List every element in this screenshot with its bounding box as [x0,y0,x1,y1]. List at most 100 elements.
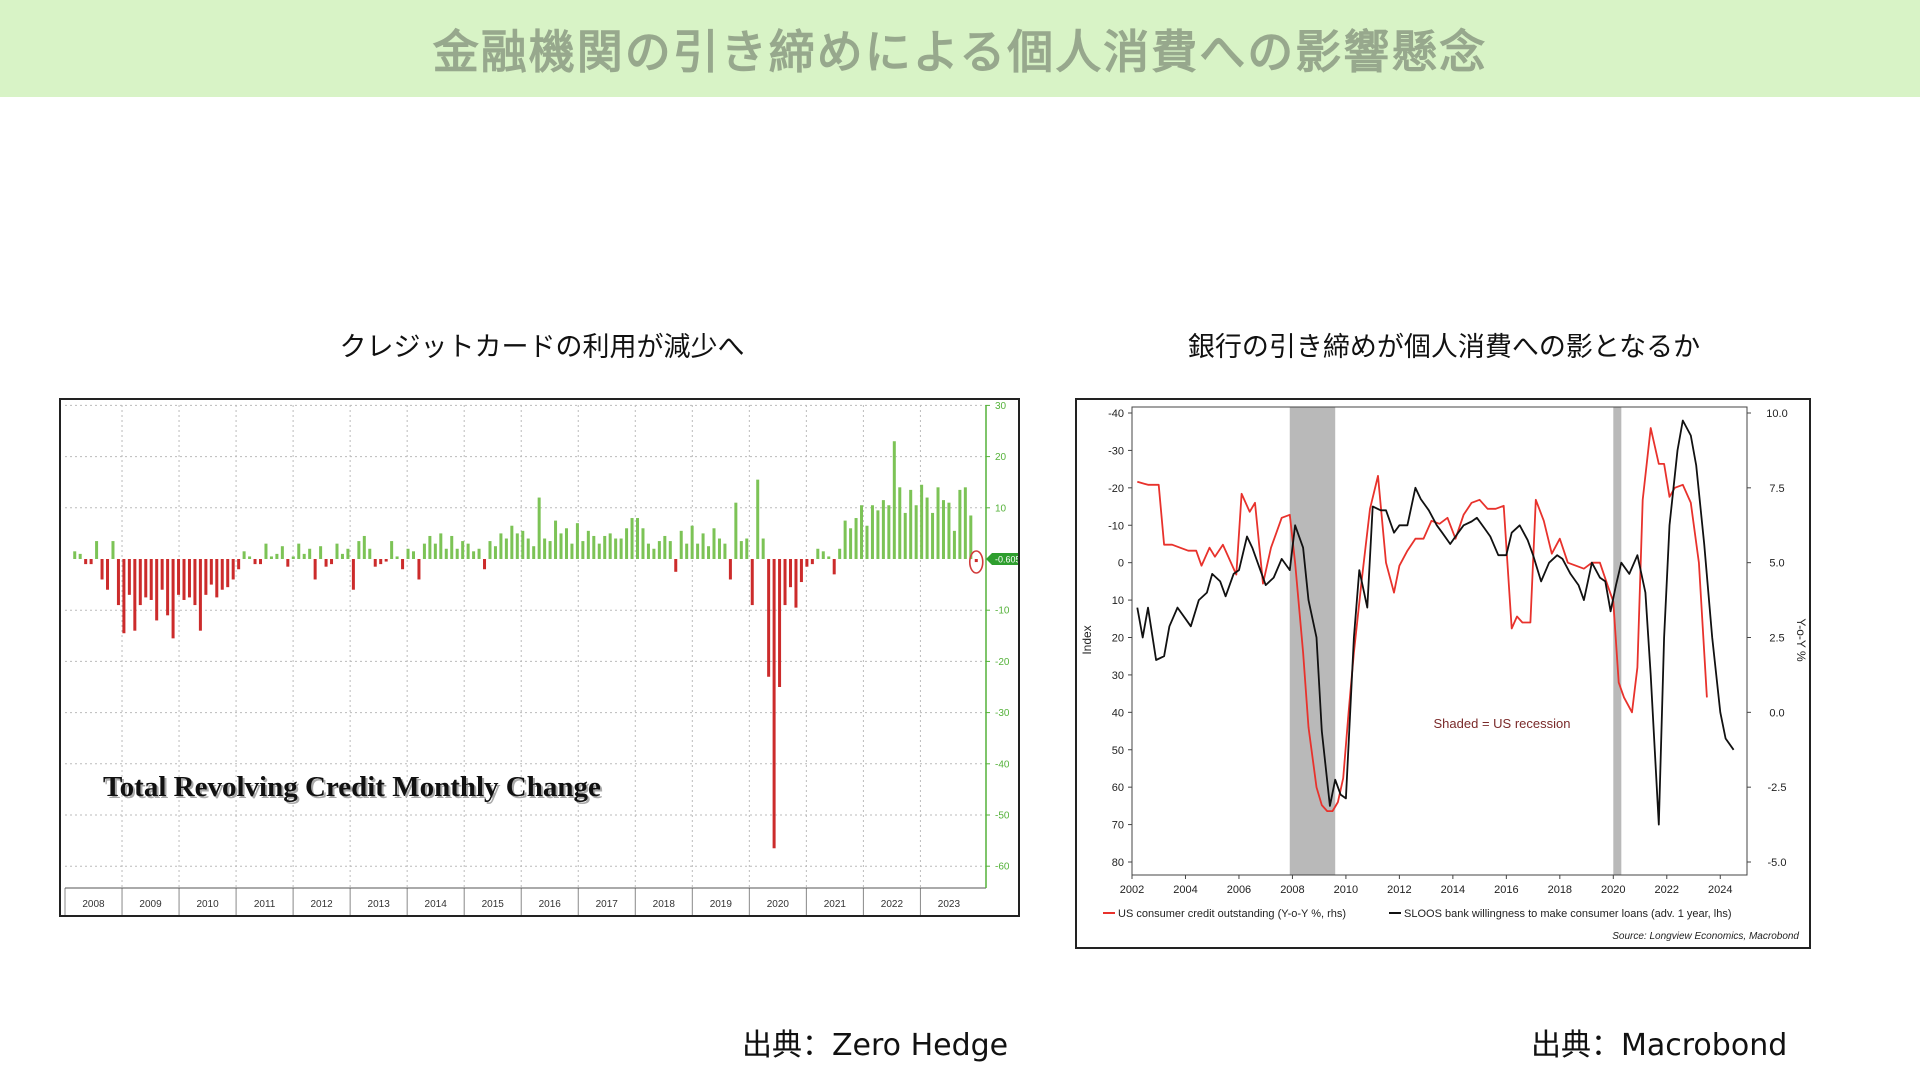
x-tick-label: 2022 [1655,884,1679,896]
credit-change-bar [182,559,186,600]
credit-change-bar [723,543,727,559]
credit-change-bar [860,505,864,559]
sloos-line [1136,419,1735,826]
legend-label-credit: US consumer credit outstanding (Y-o-Y %,… [1118,908,1346,920]
credit-change-bar [810,559,814,565]
credit-change-bar [373,559,377,567]
x-tick-label: 2016 [1494,884,1518,896]
credit-change-bar [450,535,454,559]
credit-change-bar [690,525,694,559]
right-tick-label: 5.0 [1769,558,1784,570]
credit-change-bar [461,541,465,559]
credit-change-bar [127,559,131,595]
credit-change-bar [608,533,612,559]
credit-change-bar [739,541,743,559]
credit-change-bar [794,559,798,608]
x-tick-label: 2024 [1708,884,1732,896]
credit-change-bar [187,559,191,598]
credit-change-bar [597,543,601,559]
credit-change-bar [166,559,170,616]
credit-change-bar [351,559,355,590]
y-tick-label: -50 [995,811,1010,822]
credit-change-bar [428,535,432,559]
credit-change-bar [663,535,667,559]
credit-change-bar [308,548,312,559]
credit-change-bar [73,551,77,559]
credit-change-bar [641,528,645,559]
recession-shading [1613,407,1622,875]
right-source: 出典：Macrobond [1531,1028,1788,1063]
credit-change-bar [750,559,754,606]
credit-change-bar [728,559,732,580]
chart-title: Total Revolving Credit Monthly Change [103,771,601,803]
credit-change-bar [111,541,115,559]
credit-change-bar [89,559,93,565]
credit-change-bar [209,559,213,585]
credit-change-bar [477,548,481,559]
x-tick-label: 2011 [254,899,276,910]
highlight-circle [968,550,984,574]
credit-change-bar [652,548,656,559]
credit-change-bar [543,538,547,559]
credit-change-bar [417,559,421,580]
credit-change-bar [832,559,836,575]
credit-change-bar [701,533,705,559]
left-tick-label: -20 [1108,483,1124,495]
y-tick-label: 10 [995,503,1007,514]
right-tick-label: -5.0 [1768,857,1787,869]
credit-change-bar [974,559,978,563]
credit-change-bar [313,559,317,580]
x-tick-label: 2018 [653,899,676,910]
credit-change-bar [215,559,219,598]
credit-change-bar [504,538,508,559]
credit-change-bar [854,518,858,559]
credit-change-bar [636,518,640,559]
credit-change-bar [297,543,301,559]
credit-change-bar [472,551,476,559]
credit-change-bar [226,559,230,588]
credit-change-bar [510,525,514,559]
x-tick-label: 2010 [1334,884,1358,896]
credit-change-bar [526,538,530,559]
x-tick-label: 2006 [1227,884,1251,896]
left-tick-label: 80 [1112,857,1124,869]
credit-change-bar [920,484,924,559]
credit-change-bar [390,541,394,559]
credit-change-bar [799,559,803,583]
credit-change-bar [870,505,874,559]
credit-change-bar [122,559,126,634]
credit-change-bar [149,559,153,600]
credit-change-bar [379,559,383,565]
left-tick-label: 60 [1112,782,1124,794]
credit-change-bar [264,543,268,559]
y-tick-label: -30 [995,708,1010,719]
right-tick-label: -2.5 [1768,782,1787,794]
credit-change-bar [909,489,913,559]
credit-change-bar [816,548,820,559]
y-tick-label: 30 [995,401,1007,412]
credit-change-bar [685,543,689,559]
credit-change-bar [84,559,88,565]
credit-change-bar [269,556,273,559]
credit-change-bar [958,489,962,559]
credit-change-bar [204,559,208,595]
right-chart-caption: 銀行の引き締めが個人消費への影となるか [1187,332,1701,363]
x-tick-label: 2008 [82,899,105,910]
credit-change-bar [466,543,470,559]
credit-change-bar [231,559,235,580]
credit-change-bar [838,548,842,559]
last-value-label: -0.605 [995,555,1018,565]
x-tick-label: 2019 [710,899,733,910]
revolving-credit-chart: 2008 2009 2010 2011 2012 2013 2014 2015 2016 2017… [59,398,1020,917]
credit-change-bar [493,546,497,559]
credit-change-bar [259,559,263,565]
credit-change-bar [592,535,596,559]
left-tick-label: -40 [1108,408,1124,420]
credit-change-bar [160,559,164,590]
credit-change-bar [941,500,945,559]
x-tick-label: 2021 [824,899,847,910]
credit-change-bar [198,559,202,631]
x-tick-label: 2012 [311,899,334,910]
credit-change-bar [668,541,672,559]
x-tick-label: 2018 [1548,884,1572,896]
